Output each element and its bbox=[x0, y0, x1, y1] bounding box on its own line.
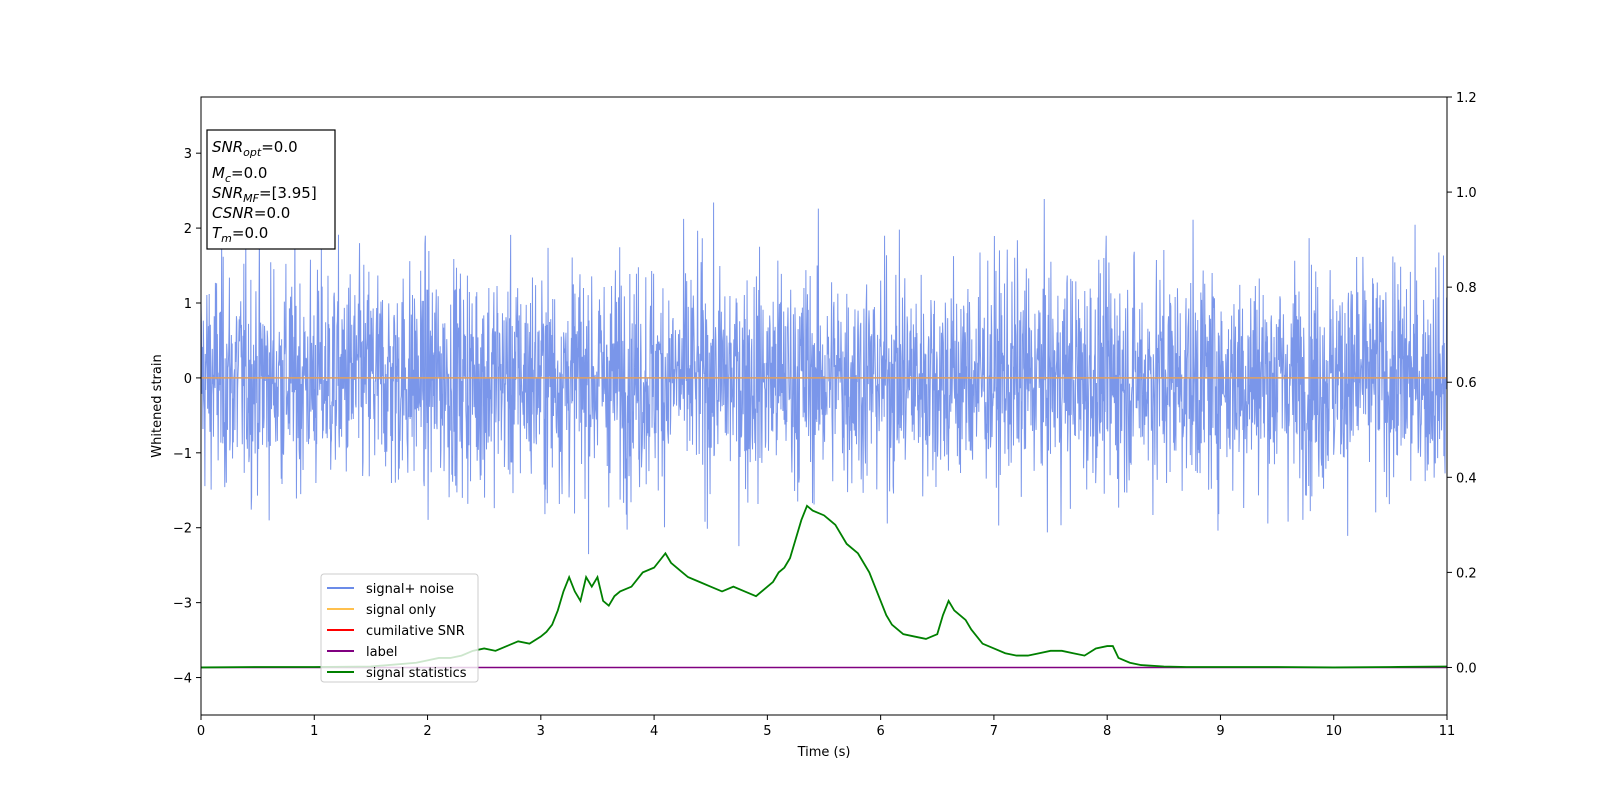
x-tick-label: 8 bbox=[1103, 724, 1111, 739]
x-tick-label: 10 bbox=[1325, 724, 1342, 739]
x-tick-label: 4 bbox=[650, 724, 658, 739]
y2-tick-label: 0.2 bbox=[1456, 566, 1477, 581]
legend-entry: signal+ noise bbox=[366, 582, 454, 597]
y-axis-right: 0.0 0.2 0.4 0.6 0.8 1.0 1.2 bbox=[1447, 91, 1477, 676]
y2-tick-label: 0.8 bbox=[1456, 281, 1477, 296]
y2-tick-label: 1.0 bbox=[1456, 186, 1477, 201]
x-tick-label: 2 bbox=[423, 724, 431, 739]
y-tick-label: 2 bbox=[184, 222, 192, 237]
svg-text:Mc=0.0: Mc=0.0 bbox=[212, 164, 267, 185]
y-tick-label: −1 bbox=[173, 447, 192, 462]
x-axis: 0 1 2 3 4 5 6 7 8 9 10 11 bbox=[197, 715, 1455, 739]
plot-frame bbox=[200, 96, 1448, 716]
y-tick-label: 0 bbox=[184, 372, 192, 387]
y-tick-label: 3 bbox=[184, 147, 192, 162]
y-tick-label: −2 bbox=[173, 522, 192, 537]
signal-statistics-series bbox=[201, 504, 1447, 669]
legend-entry: signal statistics bbox=[366, 666, 467, 681]
x-tick-label: 6 bbox=[876, 724, 884, 739]
svg-text:Tm=0.0: Tm=0.0 bbox=[212, 224, 268, 245]
y-axis-label: Whitened strain bbox=[150, 354, 165, 457]
x-tick-label: 3 bbox=[537, 724, 545, 739]
y2-tick-label: 0.0 bbox=[1456, 661, 1477, 676]
signal-noise-line bbox=[201, 199, 1447, 555]
signal-noise-series bbox=[201, 199, 1447, 555]
y-tick-label: −4 bbox=[173, 672, 192, 687]
y2-tick-label: 0.4 bbox=[1456, 471, 1477, 486]
legend: signal+ noise signal only cumilative SNR la… bbox=[320, 573, 479, 683]
y2-tick-label: 1.2 bbox=[1456, 91, 1477, 106]
svg-text:CSNR=0.0: CSNR=0.0 bbox=[212, 204, 290, 222]
y-tick-label: 1 bbox=[184, 297, 192, 312]
x-tick-label: 11 bbox=[1439, 724, 1456, 739]
legend-entry: label bbox=[366, 645, 397, 660]
y2-tick-label: 0.6 bbox=[1456, 376, 1477, 391]
x-tick-label: 7 bbox=[990, 724, 998, 739]
svg-text:SNRMF=[3.95]: SNRMF=[3.95] bbox=[212, 184, 317, 205]
svg-text:SNRopt=0.0: SNRopt=0.0 bbox=[212, 138, 298, 159]
y-axis-left: −4 −3 −2 −1 0 1 2 3 bbox=[173, 147, 201, 687]
legend-entry: signal only bbox=[366, 603, 436, 618]
x-tick-label: 9 bbox=[1216, 724, 1224, 739]
legend-entry: cumilative SNR bbox=[366, 624, 465, 639]
x-tick-label: 0 bbox=[197, 724, 205, 739]
y-tick-label: −3 bbox=[173, 597, 192, 612]
x-axis-label: Time (s) bbox=[797, 745, 851, 760]
info-box: SNRopt=0.0 Mc=0.0 SNRMF=[3.95] CSNR=0.0 … bbox=[206, 129, 336, 250]
x-tick-label: 5 bbox=[763, 724, 771, 739]
x-tick-label: 1 bbox=[310, 724, 318, 739]
